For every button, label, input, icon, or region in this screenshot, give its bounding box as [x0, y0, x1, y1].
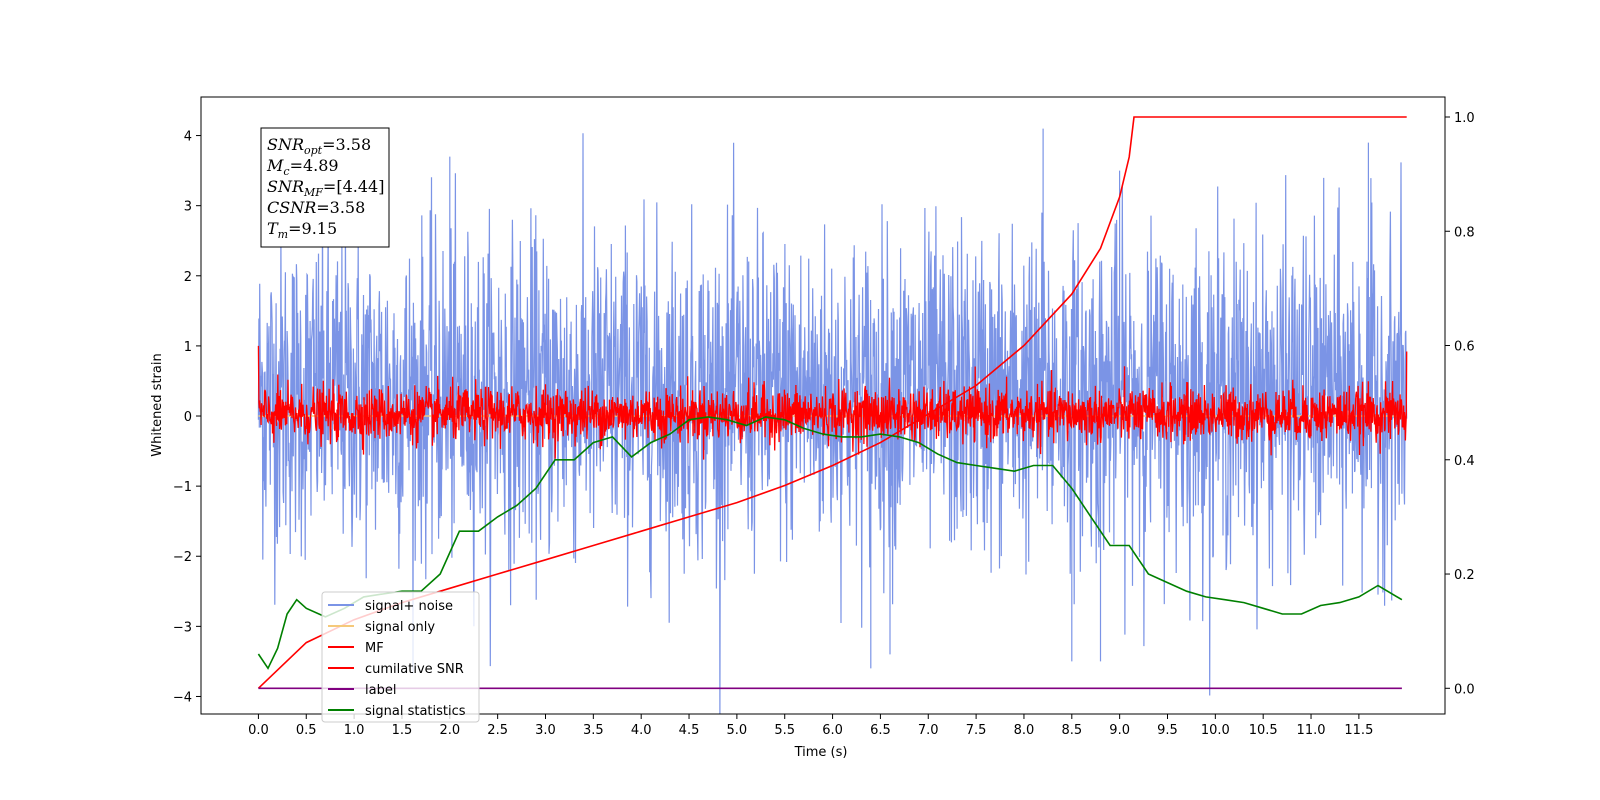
x-tick-label: 7.5 — [966, 723, 987, 738]
x-tick-label: 8.0 — [1014, 723, 1035, 738]
annotation-value: =9.15 — [288, 219, 337, 238]
legend-label-label: label — [365, 683, 396, 698]
annotation-value: =[4.44] — [323, 177, 385, 196]
x-tick-label: 4.0 — [631, 723, 652, 738]
y2-tick-label: 0.2 — [1454, 568, 1475, 583]
annotation-value: =3.58 — [322, 135, 371, 154]
x-tick-label: 0.5 — [296, 723, 317, 738]
annotation-line: SNRopt=3.58 — [267, 135, 371, 157]
y2-tick-label: 1.0 — [1454, 111, 1475, 126]
annotation-line: Mc=4.89 — [266, 156, 339, 178]
annotation-symbol: CSNR — [267, 198, 316, 217]
x-tick-label: 6.5 — [870, 723, 891, 738]
y-axis-right: 1.0 0.8 0.6 0.4 0.2 0.0 — [1445, 111, 1475, 697]
annotation-value: =4.89 — [290, 156, 339, 175]
series-mf — [257, 345, 1408, 460]
y-tick-label: 1 — [184, 340, 192, 355]
x-axis-label: Time (s) — [794, 745, 848, 760]
x-tick-label: 2.0 — [439, 723, 460, 738]
x-tick-label: 11.0 — [1297, 723, 1326, 738]
x-tick-label: 1.0 — [344, 723, 365, 738]
series-signal-statistics — [257, 416, 1403, 670]
annotation-line: Tm=9.15 — [267, 219, 337, 241]
x-tick-label: 7.0 — [918, 723, 939, 738]
annotation-line: SNRMF=[4.44] — [267, 177, 384, 199]
y2-tick-label: 0.6 — [1454, 340, 1475, 355]
y-tick-label: 4 — [184, 130, 192, 145]
x-tick-label: 9.0 — [1109, 723, 1130, 738]
series-layer — [257, 116, 1408, 714]
annotation-subscript: opt — [304, 144, 323, 157]
annotation-symbol: M — [266, 156, 284, 175]
annotation-symbol: T — [267, 219, 279, 238]
y2-tick-label: 0.8 — [1454, 225, 1475, 240]
y-axis-label: Whitened strain — [150, 353, 165, 456]
x-tick-label: 5.0 — [727, 723, 748, 738]
x-tick-label: 8.5 — [1061, 723, 1082, 738]
x-tick-label: 5.5 — [774, 723, 795, 738]
x-tick-label: 10.5 — [1249, 723, 1278, 738]
x-tick-label: 10.0 — [1201, 723, 1230, 738]
y-tick-label: −3 — [173, 620, 192, 635]
x-tick-label: 11.5 — [1344, 723, 1373, 738]
y2-tick-label: 0.0 — [1454, 682, 1475, 697]
annotation-symbol: SNR — [267, 177, 304, 196]
y-tick-label: 2 — [184, 270, 192, 285]
y-tick-label: −1 — [173, 480, 192, 495]
annotation-subscript: MF — [303, 186, 323, 199]
legend-label-signal-statistics: signal statistics — [365, 704, 466, 719]
annotation-subscript: m — [278, 228, 288, 241]
plot-frame — [200, 96, 1446, 715]
x-tick-label: 0.0 — [248, 723, 269, 738]
annotation-box: SNRopt=3.58Mc=4.89SNRMF=[4.44]CSNR=3.58T… — [260, 127, 390, 248]
legend-label-cumilative-snr: cumilative SNR — [365, 662, 464, 677]
annotation-frame — [260, 127, 390, 248]
x-tick-label: 1.5 — [392, 723, 413, 738]
legend-label-signal-noise: signal+ noise — [365, 599, 453, 614]
x-axis: 0.0 0.5 1.0 1.5 2.0 2.5 3.0 3.5 4.0 4.5 5.0 5.5 6.0 6… — [248, 714, 1373, 738]
y-tick-label: −2 — [173, 550, 192, 565]
y-tick-label: 3 — [184, 200, 192, 215]
legend: signal+ noise signal only MF cumilative SNR… — [321, 591, 480, 723]
legend-label-signal-only: signal only — [365, 620, 435, 635]
legend-frame — [321, 591, 480, 723]
x-tick-label: 6.0 — [822, 723, 843, 738]
annotation-value: =3.58 — [316, 198, 365, 217]
y-axis-left: 4 3 2 1 0 −1 −2 −3 −4 — [173, 130, 201, 705]
legend-label-mf: MF — [365, 641, 384, 656]
x-tick-label: 3.5 — [583, 723, 604, 738]
x-tick-label: 2.5 — [487, 723, 508, 738]
annotation-line: CSNR=3.58 — [267, 198, 365, 217]
x-tick-label: 9.5 — [1157, 723, 1178, 738]
y-tick-label: −4 — [173, 690, 192, 705]
annotation-subscript: c — [283, 165, 289, 178]
y2-tick-label: 0.4 — [1454, 454, 1475, 469]
annotation-symbol: SNR — [267, 135, 304, 154]
y-tick-label: 0 — [184, 410, 192, 425]
x-tick-label: 4.5 — [679, 723, 700, 738]
x-tick-label: 3.0 — [535, 723, 556, 738]
